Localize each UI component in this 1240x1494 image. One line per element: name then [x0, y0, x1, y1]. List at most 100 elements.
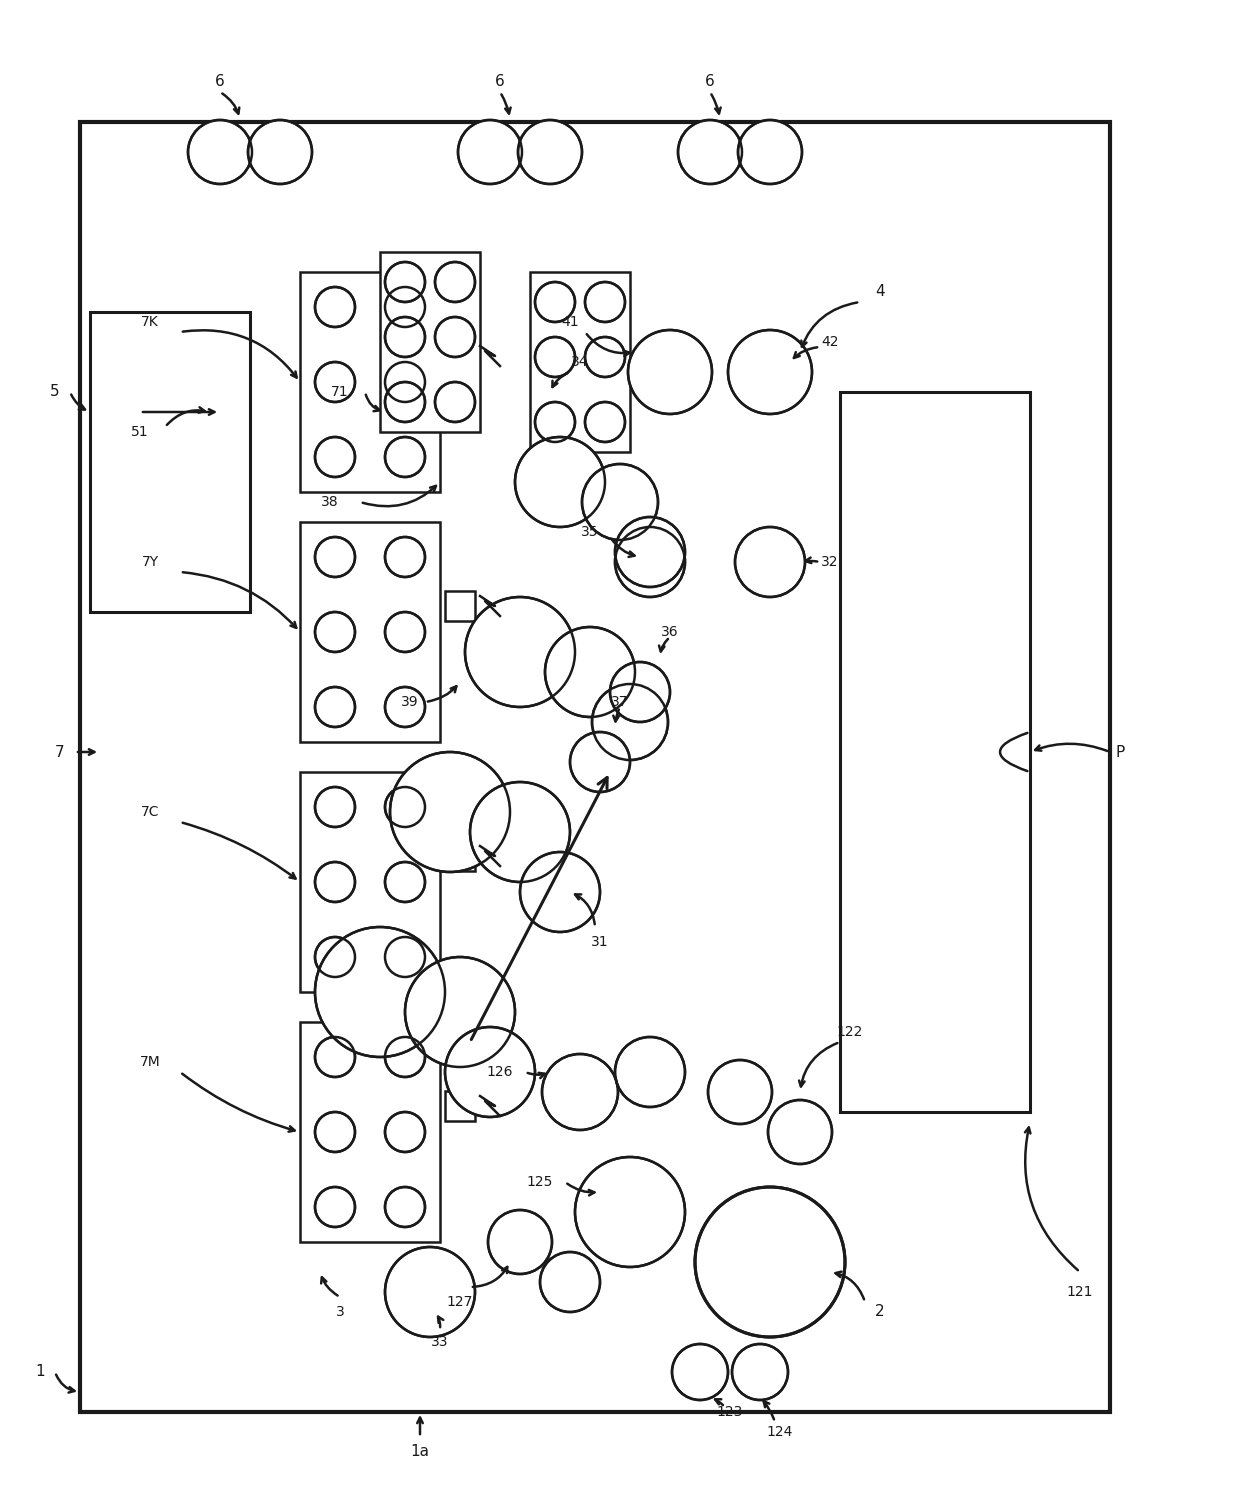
Circle shape: [738, 120, 802, 184]
Circle shape: [546, 627, 635, 717]
Circle shape: [188, 120, 252, 184]
Text: 7: 7: [56, 744, 64, 759]
Text: 3: 3: [336, 1304, 345, 1319]
Bar: [379, 252, 480, 432]
Circle shape: [384, 362, 425, 402]
Circle shape: [585, 402, 625, 442]
Text: 36: 36: [661, 624, 678, 639]
Text: 71: 71: [331, 385, 348, 399]
Circle shape: [405, 958, 515, 1067]
Text: 7C: 7C: [141, 805, 159, 819]
Circle shape: [735, 527, 805, 598]
Circle shape: [539, 1252, 600, 1312]
Bar: [300, 521, 440, 743]
Circle shape: [384, 862, 425, 902]
Text: 41: 41: [562, 315, 579, 329]
Circle shape: [315, 362, 355, 402]
Circle shape: [315, 287, 355, 327]
Circle shape: [534, 282, 575, 323]
Text: 7M: 7M: [140, 1055, 160, 1070]
Text: 127: 127: [446, 1295, 474, 1309]
Circle shape: [465, 598, 575, 707]
Circle shape: [435, 261, 475, 302]
Text: 123: 123: [717, 1404, 743, 1419]
Circle shape: [591, 684, 668, 760]
Circle shape: [515, 438, 605, 527]
Bar: [445, 1091, 475, 1120]
Circle shape: [315, 1037, 355, 1077]
Circle shape: [315, 536, 355, 577]
Circle shape: [534, 402, 575, 442]
Circle shape: [384, 1037, 425, 1077]
Circle shape: [585, 338, 625, 376]
Text: 7K: 7K: [141, 315, 159, 329]
Circle shape: [384, 613, 425, 651]
Text: 1a: 1a: [410, 1445, 429, 1460]
Circle shape: [489, 1210, 552, 1274]
Text: 35: 35: [582, 524, 599, 539]
Bar: [300, 1022, 440, 1242]
Text: 6: 6: [706, 75, 715, 90]
Circle shape: [732, 1345, 787, 1400]
Circle shape: [315, 438, 355, 477]
Circle shape: [384, 287, 425, 327]
Text: 33: 33: [432, 1336, 449, 1349]
Text: 38: 38: [321, 495, 339, 509]
Bar: [445, 841, 475, 871]
Circle shape: [315, 687, 355, 728]
Circle shape: [534, 338, 575, 376]
Text: 39: 39: [402, 695, 419, 710]
Text: 34: 34: [572, 356, 589, 369]
Circle shape: [768, 1100, 832, 1164]
Text: 37: 37: [611, 695, 629, 710]
Circle shape: [627, 330, 712, 414]
Text: 121: 121: [1066, 1285, 1094, 1298]
Circle shape: [570, 732, 630, 792]
Bar: [529, 272, 630, 453]
Bar: [445, 592, 475, 622]
Text: 126: 126: [487, 1065, 513, 1079]
Circle shape: [384, 787, 425, 828]
Circle shape: [315, 613, 355, 651]
Text: 7Y: 7Y: [141, 554, 159, 569]
Circle shape: [678, 120, 742, 184]
Circle shape: [384, 687, 425, 728]
Circle shape: [518, 120, 582, 184]
Text: P: P: [1115, 744, 1125, 759]
Circle shape: [708, 1061, 773, 1123]
Circle shape: [445, 1026, 534, 1118]
Circle shape: [435, 317, 475, 357]
Circle shape: [391, 751, 510, 872]
Circle shape: [435, 382, 475, 421]
Circle shape: [694, 1188, 844, 1337]
Circle shape: [672, 1345, 728, 1400]
Text: 1: 1: [35, 1364, 45, 1379]
Circle shape: [384, 1112, 425, 1152]
Text: 5: 5: [50, 384, 60, 399]
Bar: [300, 272, 440, 492]
Circle shape: [615, 517, 684, 587]
Bar: [91, 312, 250, 613]
Circle shape: [470, 781, 570, 881]
Circle shape: [384, 536, 425, 577]
Text: 6: 6: [495, 75, 505, 90]
Bar: [300, 772, 440, 992]
Text: 4: 4: [875, 284, 885, 299]
Circle shape: [384, 317, 425, 357]
Bar: [839, 391, 1030, 1112]
Circle shape: [315, 862, 355, 902]
Text: 2: 2: [875, 1304, 885, 1319]
Circle shape: [248, 120, 312, 184]
Circle shape: [315, 926, 445, 1056]
Text: 51: 51: [131, 424, 149, 439]
Circle shape: [315, 1112, 355, 1152]
Circle shape: [542, 1053, 618, 1129]
Circle shape: [384, 261, 425, 302]
Circle shape: [615, 527, 684, 598]
Circle shape: [384, 1188, 425, 1227]
Text: 31: 31: [591, 935, 609, 949]
Circle shape: [575, 1156, 684, 1267]
Circle shape: [582, 465, 658, 539]
Circle shape: [384, 937, 425, 977]
Circle shape: [384, 382, 425, 421]
